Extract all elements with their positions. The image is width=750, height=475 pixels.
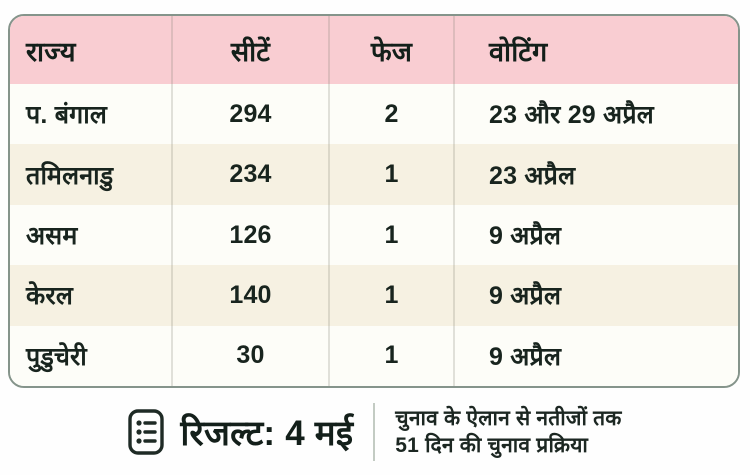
cell-voting: 23 और 29 अप्रैल [489, 101, 654, 130]
cell-seats: 30 [173, 325, 330, 386]
header-voting: वोटिंग [489, 36, 548, 67]
result-footer: रिजल्ट: 4 मई चुनाव के ऐलान से नतीजों तक … [0, 392, 750, 472]
cell-state: तमिलनाडु [10, 144, 173, 205]
cell-phase: 2 [330, 84, 455, 145]
election-table: राज्य सीटें फेज वोटिंग प. बंगाल 294 2 23… [8, 14, 740, 388]
footer-note: चुनाव के ऐलान से नतीजों तक 51 दिन की चुन… [395, 405, 621, 460]
cell-voting: 9 अप्रैल [489, 342, 562, 371]
cell-voting: 9 अप्रैल [489, 222, 562, 251]
cell-state: असम [10, 204, 173, 266]
footer-note-line2: 51 दिन की चुनाव प्रक्रिया [395, 434, 589, 457]
cell-voting: 23 अप्रैल [489, 161, 576, 190]
cell-state: पुडुचेरी [10, 325, 173, 386]
header-seats: सीटें [173, 16, 330, 84]
cell-state: केरल [10, 265, 173, 326]
cell-phase: 1 [330, 204, 455, 266]
table-row: पुडुचेरी 30 1 9 अप्रैल [10, 325, 738, 386]
table-header-row: राज्य सीटें फेज वोटिंग [10, 16, 738, 84]
table-row: केरल 140 1 9 अप्रैल [10, 265, 738, 326]
header-state: राज्य [10, 16, 173, 84]
table-row: असम 126 1 9 अप्रैल [10, 204, 738, 266]
table-row: प. बंगाल 294 2 23 और 29 अप्रैल [10, 84, 738, 145]
cell-seats: 126 [173, 204, 330, 266]
cell-phase: 1 [330, 144, 455, 205]
cell-seats: 140 [173, 265, 330, 326]
cell-state: प. बंगाल [10, 84, 173, 145]
footer-note-line1: चुनाव के ऐलान से नतीजों तक [395, 406, 622, 430]
result-label: रिजल्ट: 4 मई [180, 413, 354, 453]
cell-phase: 1 [330, 325, 455, 386]
cell-seats: 234 [173, 144, 330, 205]
cell-phase: 1 [330, 265, 455, 326]
table-row: तमिलनाडु 234 1 23 अप्रैल [10, 144, 738, 205]
cell-voting: 9 अप्रैल [489, 282, 562, 311]
footer-divider [373, 403, 376, 461]
list-results-icon [128, 409, 165, 455]
header-phase: फेज [330, 16, 455, 84]
cell-seats: 294 [173, 84, 330, 145]
